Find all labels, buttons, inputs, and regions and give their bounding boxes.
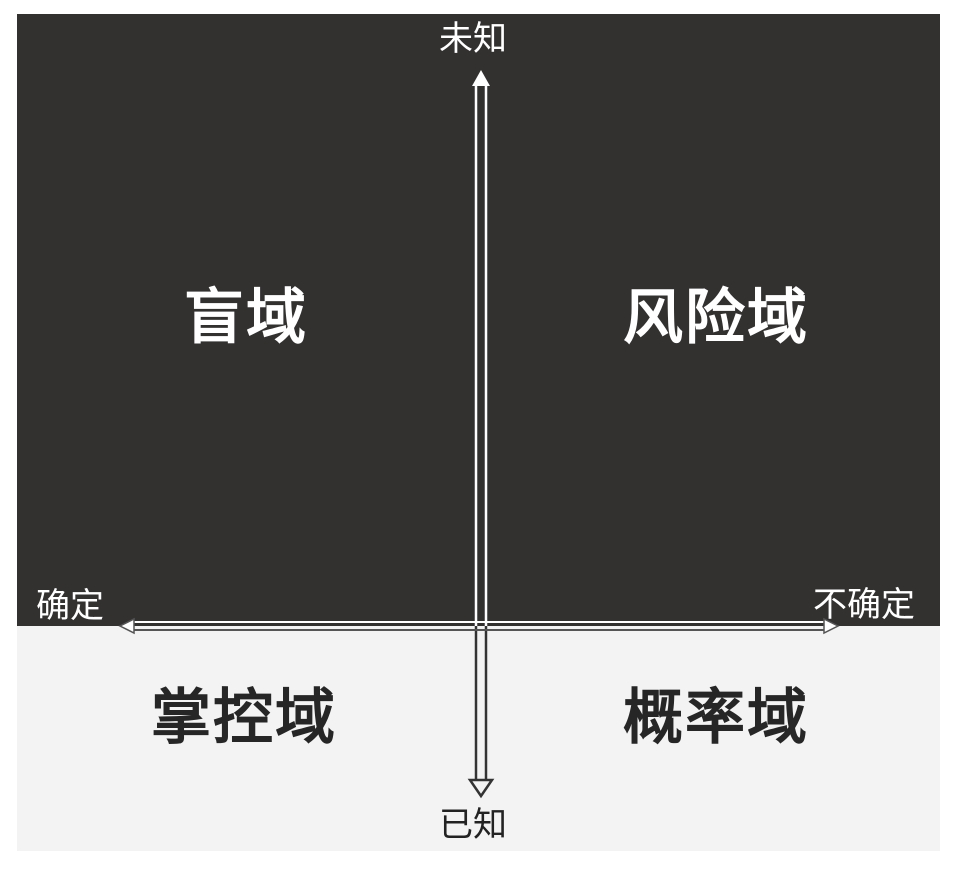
right-arrow-icon [823,617,840,635]
quadrant-risk-domain: 风险域 [623,283,809,353]
down-arrow-icon [467,778,495,799]
horizontal-axis [118,617,840,635]
axis-label-known: 已知 [439,805,507,845]
quadrant-blind-domain: 盲域 [184,283,308,353]
dark-upper-panel [17,14,940,626]
up-arrow-icon [472,70,490,86]
vertical-axis [467,70,495,799]
quadrant-probability-domain: 概率域 [623,683,809,753]
axis-label-unknown: 未知 [439,19,507,59]
left-arrow-icon [118,617,135,635]
light-lower-panel [17,626,940,851]
axis-label-certain: 确定 [36,586,104,626]
axis-label-uncertain: 不确定 [813,585,915,625]
quadrant-control-domain: 掌控域 [151,683,337,753]
